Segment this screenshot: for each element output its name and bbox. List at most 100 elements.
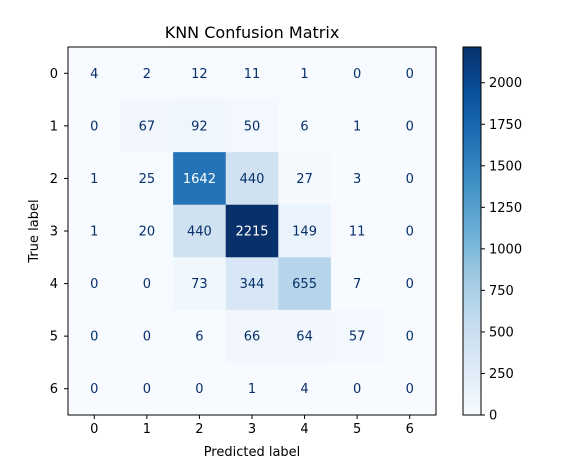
y-tick-label-2: 2 [50,172,58,187]
x-tick-label-4: 4 [300,422,308,437]
cell-value-5-0: 0 [90,330,98,345]
cell-value-6-0: 0 [90,382,98,397]
cell-value-5-5: 57 [349,330,366,345]
heatmap-cell-2-4 [278,152,332,206]
heatmap-cell-2-2 [173,152,227,206]
cell-value-3-5: 11 [349,225,366,240]
y-axis-label: True label [27,199,42,263]
heatmap-cell-0-4 [278,47,332,101]
x-tick-label-6: 6 [406,422,414,437]
cell-value-4-5: 7 [353,277,361,292]
cell-value-4-3: 344 [240,277,265,292]
heatmap-cell-1-5 [330,99,384,153]
heatmap-cell-labels: 4 2 12 11 1 0 00 67 92 50 6 1 01 25 1642 440 27 3 01 20 440 2… [90,67,414,397]
colorbar-tick-label-4: 1000 [489,242,522,257]
heatmap-cell-6-4 [278,362,332,416]
cell-value-1-6: 0 [406,119,414,134]
heatmap-cell-5-2 [173,309,227,363]
cell-value-1-3: 50 [244,119,261,134]
heatmap-cell-3-5 [330,204,384,258]
cell-value-0-2: 12 [191,67,208,82]
y-tick-label-4: 4 [50,277,58,292]
cell-value-0-4: 1 [300,67,308,82]
heatmap-cell-2-0 [68,152,122,206]
heatmap-cell-1-1 [120,99,174,153]
cell-value-6-1: 0 [143,382,151,397]
cell-value-3-2: 440 [187,225,212,240]
heatmap-cell-6-2 [173,362,227,416]
cell-value-3-3: 2215 [235,225,268,240]
x-tick-label-0: 0 [90,422,98,437]
cell-value-2-0: 1 [90,172,98,187]
colorbar-tick-label-5: 1250 [489,201,522,216]
heatmap-cell-3-6 [383,204,437,258]
heatmap-cell-3-4 [278,204,332,258]
cell-value-5-6: 0 [406,330,414,345]
cell-value-6-5: 0 [353,382,361,397]
y-tick-label-1: 1 [50,119,58,134]
colorbar-tick-label-8: 2000 [489,76,522,91]
heatmap-cell-1-2 [173,99,227,153]
cell-value-5-4: 64 [296,330,313,345]
x-tick-label-5: 5 [353,422,361,437]
heatmap-cell-2-3 [225,152,279,206]
cell-value-6-2: 0 [195,382,203,397]
colorbar-tick-label-6: 1500 [489,159,522,174]
heatmap-cell-5-3 [225,309,279,363]
cell-value-3-1: 20 [139,225,156,240]
cell-value-1-5: 1 [353,119,361,134]
heatmap-cell-1-0 [68,99,122,153]
cell-value-1-2: 92 [191,119,208,134]
cell-value-4-6: 0 [406,277,414,292]
cell-value-1-4: 6 [300,119,308,134]
heatmap-cell-5-0 [68,309,122,363]
heatmap-cell-4-4 [278,257,332,311]
heatmap-cell-0-3 [225,47,279,101]
heatmap-cells [68,47,437,416]
cell-value-1-1: 67 [139,119,156,134]
cell-value-2-5: 3 [353,172,361,187]
x-tick-label-2: 2 [195,422,203,437]
heatmap-cell-3-1 [120,204,174,258]
cell-value-4-0: 0 [90,277,98,292]
cell-value-6-3: 1 [248,382,256,397]
heatmap-cell-6-1 [120,362,174,416]
cell-value-3-6: 0 [406,225,414,240]
heatmap-cell-5-5 [330,309,384,363]
cell-value-2-6: 0 [406,172,414,187]
cell-value-2-2: 1642 [183,172,216,187]
heatmap-cell-4-5 [330,257,384,311]
heatmap-cell-5-6 [383,309,437,363]
heatmap-cell-4-6 [383,257,437,311]
y-tick-label-0: 0 [50,67,58,82]
cell-value-2-3: 440 [240,172,265,187]
cell-value-1-0: 0 [90,119,98,134]
heatmap-cell-2-5 [330,152,384,206]
colorbar-tick-label-1: 250 [489,367,514,382]
cell-value-3-4: 149 [292,225,317,240]
cell-value-5-1: 0 [143,330,151,345]
heatmap-cell-4-3 [225,257,279,311]
heatmap-cell-2-6 [383,152,437,206]
heatmap-cell-2-1 [120,152,174,206]
heatmap-cell-0-6 [383,47,437,101]
heatmap-cell-4-0 [68,257,122,311]
colorbar-tick-label-3: 750 [489,284,514,299]
cell-value-0-5: 0 [353,67,361,82]
cell-value-0-6: 0 [406,67,414,82]
heatmap-cell-6-3 [225,362,279,416]
heatmap-cell-6-0 [68,362,122,416]
x-tick-label-3: 3 [248,422,256,437]
cell-value-3-0: 1 [90,225,98,240]
cell-value-4-1: 0 [143,277,151,292]
y-tick-label-5: 5 [50,330,58,345]
colorbar-ticks: 0 250 500 750 1000 1250 1500 1750 2000 [481,76,522,424]
cell-value-0-1: 2 [143,67,151,82]
heatmap-cell-0-1 [120,47,174,101]
x-axis-label: Predicted label [204,445,301,460]
heatmap-cell-3-2 [173,204,227,258]
heatmap-cell-3-0 [68,204,122,258]
colorbar-tick-label-2: 500 [489,325,514,340]
x-axis-ticks: 0 1 2 3 4 5 6 [90,415,414,437]
heatmap-cell-1-4 [278,99,332,153]
